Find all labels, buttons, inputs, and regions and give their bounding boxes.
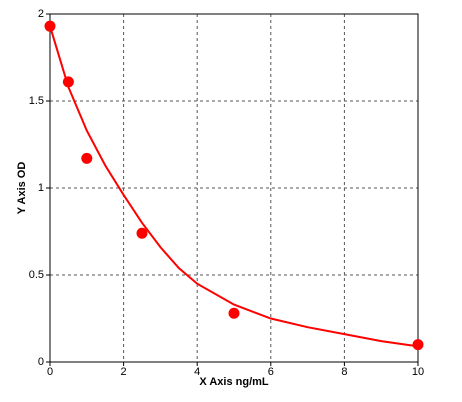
y-tick-label: 1 [38,182,44,194]
data-point [412,339,424,351]
data-point [228,307,240,319]
x-tick-label: 4 [194,366,200,378]
x-tick-label: 10 [412,366,424,378]
data-point [136,227,148,239]
y-tick-label: 0.5 [29,269,44,281]
y-axis-label: Y Axis OD [16,162,28,215]
y-tick-label: 1.5 [29,95,44,107]
fit-curve [49,25,419,348]
y-tick-label: 2 [38,8,44,20]
x-tick-label: 0 [47,366,53,378]
y-tick-label: 0 [38,356,44,368]
x-tick-label: 6 [268,366,274,378]
data-point [81,152,93,164]
plot-frame [49,13,419,363]
x-axis-label: X Axis ng/mL [199,376,269,388]
x-tick-label: 2 [121,366,127,378]
x-tick-label: 8 [341,366,347,378]
